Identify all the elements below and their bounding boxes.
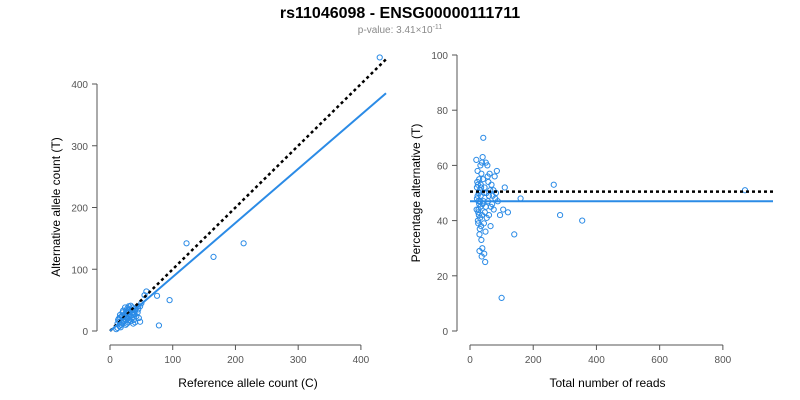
data-point	[504, 209, 512, 216]
data-point	[480, 134, 487, 141]
fit-line	[109, 92, 387, 332]
data-point	[155, 322, 163, 329]
data-point	[116, 311, 124, 319]
y-axis-label: Alternative allele count (T)	[49, 137, 63, 276]
data-point	[741, 187, 749, 194]
data-point	[478, 253, 485, 260]
p-value-exponent: -11	[432, 24, 443, 31]
y-tick-label: 60	[437, 161, 449, 172]
data-point	[474, 192, 481, 199]
y-axis-label: Percentage alternative (T)	[409, 124, 423, 263]
x-axis-label: Total number of reads	[549, 376, 665, 390]
data-point	[135, 303, 142, 310]
data-point	[240, 240, 247, 247]
y-tick-label: 40	[437, 217, 449, 228]
data-point	[487, 203, 494, 210]
data-point	[479, 245, 486, 252]
data-point	[141, 292, 148, 299]
data-point	[127, 318, 134, 325]
data-point	[473, 206, 480, 213]
chart-title: rs11046098 - ENSG00000111711	[279, 5, 521, 22]
data-point	[482, 159, 489, 166]
data-point	[481, 209, 488, 216]
p-value-base: ×10	[415, 25, 433, 36]
data-point	[484, 173, 491, 180]
data-point	[482, 228, 489, 235]
y-tick-label: 80	[437, 106, 449, 117]
data-point	[476, 231, 483, 238]
y-tick-label: 300	[71, 142, 88, 153]
data-point	[478, 236, 485, 244]
data-point	[183, 240, 190, 247]
data-point	[210, 253, 217, 260]
data-point	[498, 294, 505, 301]
x-tick-label: 300	[290, 355, 307, 366]
x-tick-label: 200	[525, 355, 542, 366]
data-point	[473, 156, 480, 163]
data-point	[479, 154, 486, 161]
allele-count-scatter-panel: 0 100 200 300 400 0 100 200 300 400 Reference alle…	[49, 54, 387, 390]
data-point	[477, 162, 484, 169]
percentage-alternative-scatter-panel: 0 200 400 600 800 0 20 40 60 80 100 Total number of…	[409, 51, 773, 390]
y-tick-label: 20	[437, 272, 449, 283]
data-point	[501, 184, 508, 191]
data-point	[473, 184, 481, 191]
data-point	[493, 167, 500, 175]
data-point	[479, 176, 487, 183]
x-tick-label: 800	[715, 355, 732, 366]
x-tick-label: 200	[227, 355, 244, 366]
x-axis-label: Reference allele count (C)	[178, 376, 317, 390]
p-value-subtitle: p-value: 3.41×10-11	[0, 24, 800, 36]
data-point	[488, 181, 495, 188]
y-tick-label: 0	[442, 327, 448, 338]
data-point	[117, 324, 124, 331]
data-point	[485, 192, 493, 199]
data-point	[134, 309, 141, 316]
data-point	[166, 297, 173, 304]
data-point	[135, 314, 142, 322]
data-point	[475, 211, 482, 219]
p-value-text: p-value: 3.41	[357, 25, 416, 36]
data-point	[137, 318, 144, 325]
data-point	[474, 167, 481, 175]
y-tick-label: 200	[71, 204, 88, 215]
x-tick-label: 100	[164, 355, 181, 366]
data-point	[120, 307, 127, 314]
y-tick-label: 0	[82, 327, 88, 338]
reference-line	[109, 58, 387, 332]
data-point	[376, 54, 383, 61]
data-point	[153, 292, 161, 299]
y-tick-label: 400	[71, 80, 88, 91]
y-tick-label: 100	[71, 265, 88, 276]
data-point	[550, 181, 557, 188]
data-point	[482, 258, 489, 266]
data-point	[483, 214, 490, 221]
data-point	[487, 223, 494, 230]
y-tick-label: 100	[431, 51, 448, 62]
data-point	[491, 173, 498, 180]
x-tick-label: 0	[107, 355, 113, 366]
x-tick-label: 0	[467, 355, 473, 366]
x-tick-label: 400	[353, 355, 370, 366]
data-point	[474, 181, 482, 188]
data-point	[121, 304, 129, 311]
data-point	[511, 231, 518, 238]
data-point	[475, 220, 482, 227]
x-tick-label: 600	[651, 355, 668, 366]
data-point	[496, 211, 504, 219]
x-tick-label: 400	[588, 355, 605, 366]
data-point	[579, 217, 586, 224]
data-point	[500, 206, 507, 213]
data-point	[556, 211, 564, 219]
